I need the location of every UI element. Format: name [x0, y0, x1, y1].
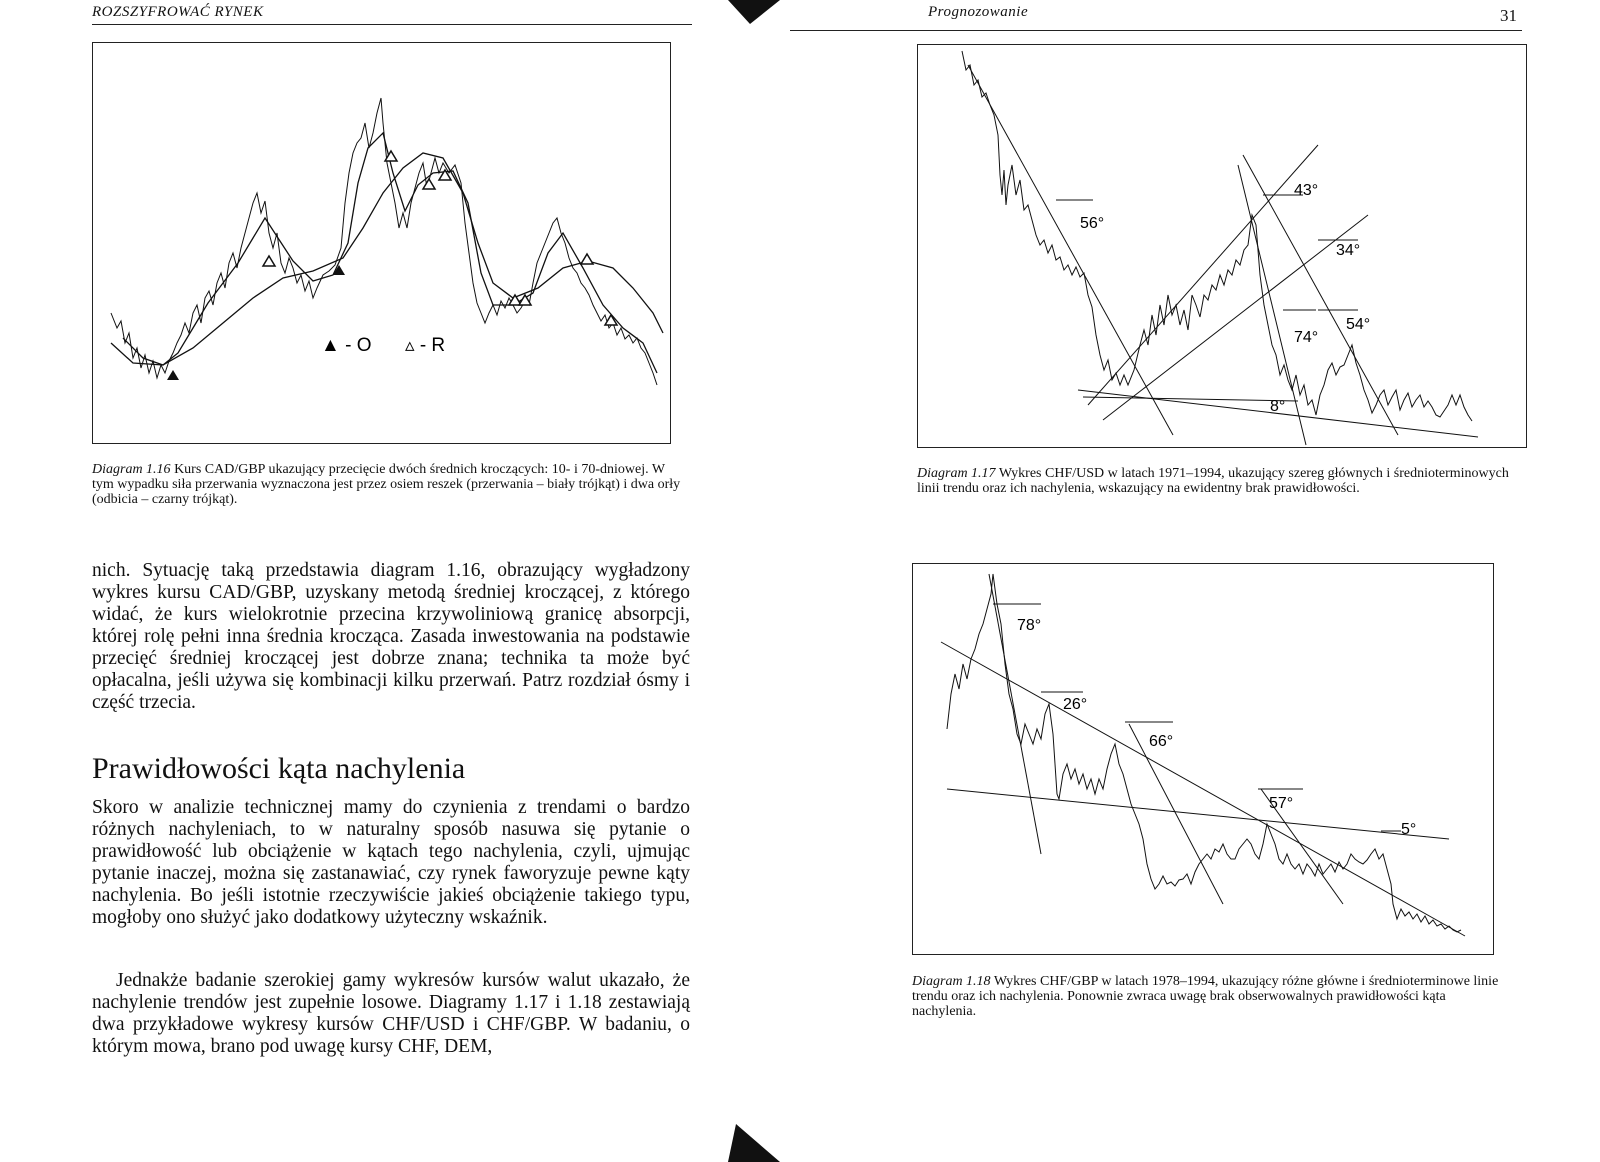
caption-diagram-1-16: Diagram 1.16 Kurs CAD/GBP ukazujący prze…	[92, 462, 690, 507]
angle-label: 74°	[1294, 329, 1318, 346]
section-heading: Prawidłowości kąta nachylenia	[92, 752, 466, 785]
price-line	[946, 573, 1462, 933]
signal-triangle-white	[261, 254, 277, 267]
price-line	[961, 50, 1473, 422]
running-head-left: ROZSZYFROWAĆ RYNEK	[92, 4, 264, 20]
paragraph-text: nich. Sytuację taką przedstawia diagram …	[92, 560, 690, 713]
diagram-1-16-chart: ▲ - O ▵ - R	[110, 97, 664, 386]
caption-label: Diagram 1.18	[912, 974, 991, 989]
trendline	[1087, 144, 1319, 406]
body-paragraph-2: Skoro w analizie technicznej mamy do czy…	[92, 797, 690, 929]
header-rule-right	[790, 30, 1522, 31]
trendline	[1260, 788, 1344, 905]
signal-triangle-white	[383, 149, 399, 162]
running-head-right: Prognozowanie	[928, 4, 1029, 20]
legend-r: ▵ - R	[405, 335, 445, 356]
body-paragraph-1: nich. Sytuację taką przedstawia diagram …	[92, 560, 690, 714]
diagram-1-18: 78° 26° 66° 57° 5°	[912, 563, 1494, 955]
angle-label: 43°	[1294, 182, 1318, 199]
signal-triangle-white	[421, 177, 437, 190]
angle-label: 54°	[1346, 316, 1370, 333]
angle-label: 78°	[1017, 617, 1041, 634]
caption-label: Diagram 1.16	[92, 462, 171, 477]
caption-text: Wykres CHF/GBP w latach 1978–1994, ukazu…	[912, 974, 1499, 1019]
paragraph-text: Skoro w analizie technicznej mamy do czy…	[92, 797, 690, 928]
trendline	[1102, 214, 1369, 421]
binding-mark-top	[728, 0, 780, 24]
signal-triangle-white	[507, 293, 523, 306]
moving-average-10	[122, 131, 658, 374]
trendline	[946, 788, 1450, 840]
caption-text: Wykres CHF/USD w latach 1971–1994, ukazu…	[917, 466, 1509, 496]
trendline	[1128, 723, 1224, 905]
trendline	[1242, 154, 1399, 436]
angle-label: 8°	[1270, 398, 1285, 415]
angle-label: 56°	[1080, 215, 1104, 232]
paragraph-text: Jednakże badanie szerokiej gamy wykresów…	[92, 970, 690, 1057]
trendline	[1082, 396, 1299, 402]
body-paragraph-3: Jednakże badanie szerokiej gamy wykresów…	[92, 970, 690, 1058]
moving-average-70	[110, 152, 664, 366]
angle-label: 5°	[1401, 821, 1416, 838]
signal-triangle-white	[437, 168, 453, 181]
diagram-1-18-chart: 78° 26° 66° 57° 5°	[940, 573, 1466, 937]
angle-label: 26°	[1063, 696, 1087, 713]
legend-o: ▲ - O	[321, 335, 371, 356]
caption-diagram-1-18: Diagram 1.18 Wykres CHF/GBP w latach 197…	[912, 974, 1512, 1019]
signal-triangle-white	[603, 313, 619, 326]
diagram-1-17: 56° 43° 34° 54° 74° 8°	[917, 44, 1527, 448]
signal-triangle-white	[579, 252, 595, 265]
trendline	[940, 641, 1466, 937]
caption-label: Diagram 1.17	[917, 466, 996, 481]
angle-label: 34°	[1336, 242, 1360, 259]
diagram-1-16: ▲ - O ▵ - R	[92, 42, 671, 444]
caption-text: Kurs CAD/GBP ukazujący przecięcie dwóch …	[92, 462, 681, 507]
diagram-1-17-chart: 56° 43° 34° 54° 74° 8°	[961, 50, 1479, 446]
angle-label: 66°	[1149, 733, 1173, 750]
price-line	[110, 97, 658, 386]
trendline	[1237, 164, 1307, 446]
header-rule-left	[92, 24, 692, 25]
binding-mark-bottom	[728, 1124, 780, 1162]
signal-triangle-black	[333, 265, 345, 275]
signal-triangle-white	[517, 293, 533, 306]
angle-label: 57°	[1269, 795, 1293, 812]
caption-diagram-1-17: Diagram 1.17 Wykres CHF/USD w latach 197…	[917, 466, 1519, 496]
page-number: 31	[1500, 6, 1517, 25]
trendline	[988, 573, 1042, 855]
trendline	[967, 64, 1174, 436]
signal-triangle-black	[167, 370, 179, 380]
